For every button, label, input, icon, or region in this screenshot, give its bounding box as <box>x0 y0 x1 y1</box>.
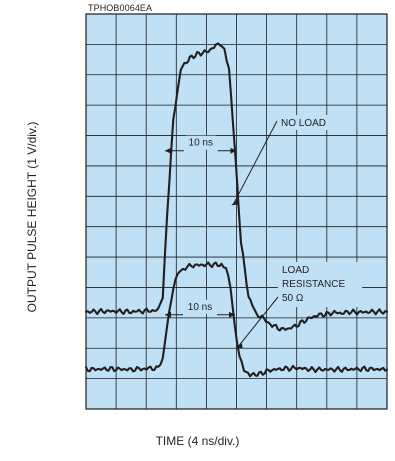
leader-arrow-head <box>235 343 243 349</box>
x-axis-label: TIME (4 ns/div.) <box>155 434 240 448</box>
series-line <box>84 261 389 378</box>
arrow-head <box>165 147 172 154</box>
traces <box>84 42 389 378</box>
y-axis-label: OUTPUT PULSE HEIGHT (1 V/div.) <box>25 121 39 313</box>
annotations: 10 ns 10 ns NO LOAD LOAD RESISTANCE 50 Ω <box>165 115 362 349</box>
series-label-load-resistance: LOAD <box>282 265 309 276</box>
pulse-width-label: 10 ns <box>189 138 213 149</box>
arrow-head <box>228 311 235 318</box>
document-code: TPHOB0064EA <box>88 3 153 13</box>
leader-arrow-head <box>231 199 239 206</box>
grid <box>86 14 387 409</box>
leader-line <box>237 296 279 348</box>
series-label-load-resistance: RESISTANCE <box>282 279 345 290</box>
arrow-head <box>165 311 172 318</box>
label-backdrop <box>277 115 341 130</box>
pulse-width-label: 10 ns <box>188 302 212 313</box>
label-backdrop <box>185 299 216 314</box>
arrow-head <box>230 147 237 154</box>
label-backdrop <box>185 135 216 150</box>
series-line <box>84 42 389 332</box>
series-label-no-load: NO LOAD <box>281 118 326 129</box>
label-backdrop <box>278 262 362 307</box>
leader-line <box>232 120 278 205</box>
series-label-load-resistance: 50 Ω <box>282 293 304 304</box>
